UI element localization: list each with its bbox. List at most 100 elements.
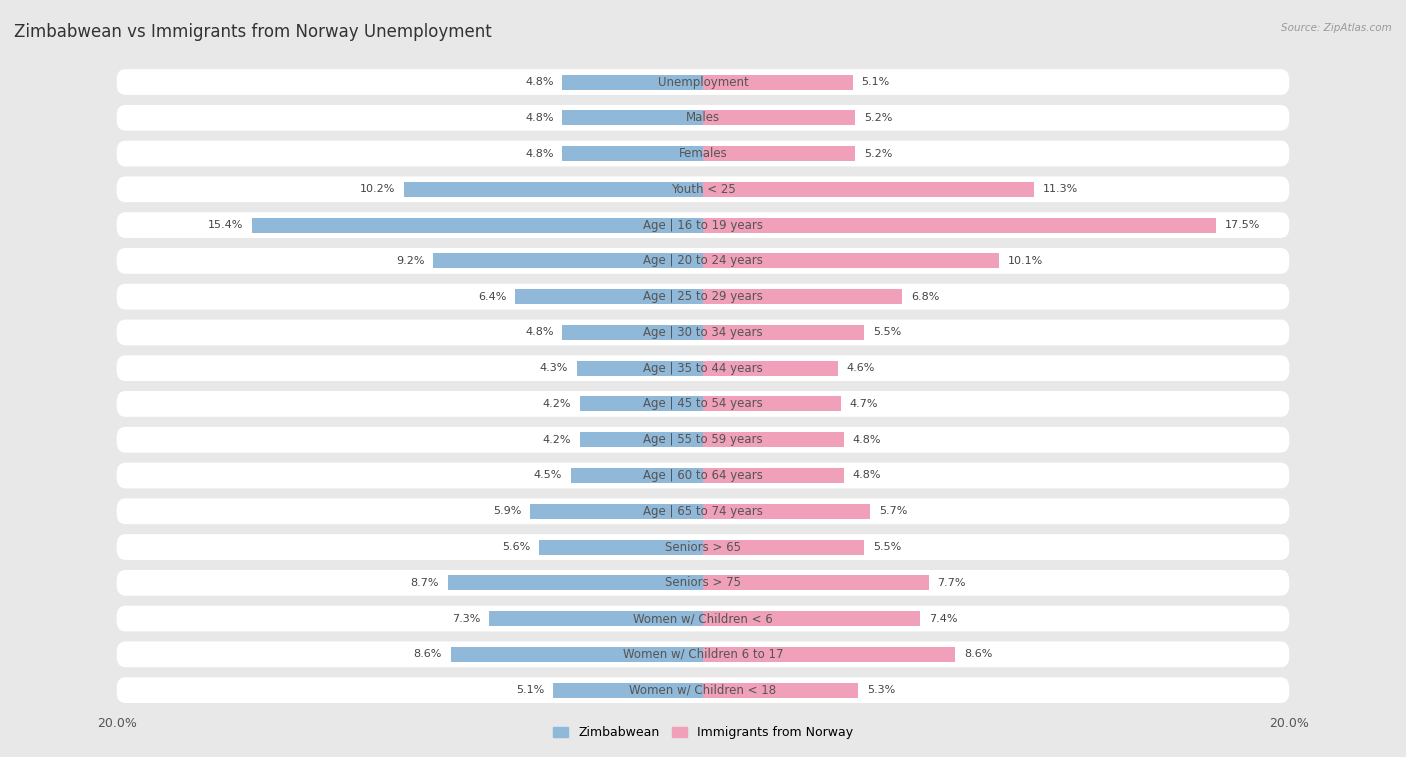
Text: Youth < 25: Youth < 25 bbox=[671, 183, 735, 196]
Text: 5.6%: 5.6% bbox=[502, 542, 530, 552]
Text: 4.8%: 4.8% bbox=[852, 435, 882, 444]
Text: 11.3%: 11.3% bbox=[1043, 185, 1078, 195]
FancyBboxPatch shape bbox=[117, 606, 1289, 631]
Bar bbox=[538, 540, 703, 555]
Text: Age | 45 to 54 years: Age | 45 to 54 years bbox=[643, 397, 763, 410]
Bar bbox=[703, 254, 1000, 269]
Text: Age | 25 to 29 years: Age | 25 to 29 years bbox=[643, 290, 763, 303]
Text: Age | 35 to 44 years: Age | 35 to 44 years bbox=[643, 362, 763, 375]
FancyBboxPatch shape bbox=[117, 319, 1289, 345]
Bar bbox=[451, 646, 703, 662]
Bar bbox=[252, 217, 703, 232]
Text: 4.6%: 4.6% bbox=[846, 363, 875, 373]
FancyBboxPatch shape bbox=[117, 678, 1289, 703]
Text: 5.3%: 5.3% bbox=[868, 685, 896, 695]
Bar bbox=[703, 360, 838, 375]
FancyBboxPatch shape bbox=[117, 391, 1289, 417]
Text: 5.1%: 5.1% bbox=[862, 77, 890, 87]
Text: 6.4%: 6.4% bbox=[478, 291, 506, 301]
Text: 4.8%: 4.8% bbox=[524, 77, 554, 87]
Text: 5.5%: 5.5% bbox=[873, 542, 901, 552]
Bar bbox=[703, 74, 852, 89]
Text: Women w/ Children 6 to 17: Women w/ Children 6 to 17 bbox=[623, 648, 783, 661]
Text: 4.5%: 4.5% bbox=[534, 471, 562, 481]
Text: 5.7%: 5.7% bbox=[879, 506, 907, 516]
FancyBboxPatch shape bbox=[117, 570, 1289, 596]
Bar bbox=[562, 146, 703, 161]
FancyBboxPatch shape bbox=[117, 212, 1289, 238]
FancyBboxPatch shape bbox=[117, 427, 1289, 453]
Text: Age | 60 to 64 years: Age | 60 to 64 years bbox=[643, 469, 763, 482]
Text: Women w/ Children < 18: Women w/ Children < 18 bbox=[630, 684, 776, 696]
Text: Zimbabwean vs Immigrants from Norway Unemployment: Zimbabwean vs Immigrants from Norway Une… bbox=[14, 23, 492, 41]
Bar bbox=[703, 646, 955, 662]
FancyBboxPatch shape bbox=[117, 176, 1289, 202]
Text: 7.4%: 7.4% bbox=[929, 614, 957, 624]
Text: 8.7%: 8.7% bbox=[411, 578, 439, 587]
Bar bbox=[530, 503, 703, 519]
Bar bbox=[703, 325, 865, 340]
Bar bbox=[703, 397, 841, 412]
Bar bbox=[404, 182, 703, 197]
FancyBboxPatch shape bbox=[117, 534, 1289, 560]
FancyBboxPatch shape bbox=[117, 355, 1289, 381]
Text: 8.6%: 8.6% bbox=[965, 650, 993, 659]
Text: 4.8%: 4.8% bbox=[524, 328, 554, 338]
Text: 7.7%: 7.7% bbox=[938, 578, 966, 587]
Text: 5.2%: 5.2% bbox=[865, 113, 893, 123]
Text: 4.2%: 4.2% bbox=[543, 399, 571, 409]
Text: 5.9%: 5.9% bbox=[494, 506, 522, 516]
Text: Seniors > 65: Seniors > 65 bbox=[665, 540, 741, 553]
Bar bbox=[703, 683, 859, 698]
Text: Women w/ Children < 6: Women w/ Children < 6 bbox=[633, 612, 773, 625]
Text: 4.7%: 4.7% bbox=[849, 399, 879, 409]
FancyBboxPatch shape bbox=[117, 248, 1289, 274]
Text: 15.4%: 15.4% bbox=[207, 220, 243, 230]
Text: Unemployment: Unemployment bbox=[658, 76, 748, 89]
Text: 10.2%: 10.2% bbox=[360, 185, 395, 195]
Text: 8.6%: 8.6% bbox=[413, 650, 441, 659]
Bar bbox=[562, 111, 703, 126]
Text: 4.8%: 4.8% bbox=[852, 471, 882, 481]
FancyBboxPatch shape bbox=[117, 141, 1289, 167]
FancyBboxPatch shape bbox=[117, 498, 1289, 524]
Text: Females: Females bbox=[679, 147, 727, 160]
Text: 4.8%: 4.8% bbox=[524, 148, 554, 158]
Bar bbox=[703, 468, 844, 483]
FancyBboxPatch shape bbox=[117, 284, 1289, 310]
Bar bbox=[703, 217, 1216, 232]
Text: 5.2%: 5.2% bbox=[865, 148, 893, 158]
Text: 5.5%: 5.5% bbox=[873, 328, 901, 338]
Bar bbox=[703, 611, 920, 626]
Bar bbox=[562, 74, 703, 89]
Bar bbox=[703, 432, 844, 447]
Bar bbox=[576, 360, 703, 375]
FancyBboxPatch shape bbox=[117, 463, 1289, 488]
Bar bbox=[703, 540, 865, 555]
Bar bbox=[489, 611, 703, 626]
Bar bbox=[703, 182, 1035, 197]
Bar bbox=[703, 146, 855, 161]
Bar bbox=[579, 432, 703, 447]
Bar bbox=[703, 289, 903, 304]
Text: 9.2%: 9.2% bbox=[396, 256, 425, 266]
Text: Source: ZipAtlas.com: Source: ZipAtlas.com bbox=[1281, 23, 1392, 33]
Bar bbox=[579, 397, 703, 412]
Bar bbox=[433, 254, 703, 269]
Text: Age | 20 to 24 years: Age | 20 to 24 years bbox=[643, 254, 763, 267]
Bar bbox=[554, 683, 703, 698]
Text: Age | 55 to 59 years: Age | 55 to 59 years bbox=[643, 433, 763, 446]
Bar bbox=[703, 503, 870, 519]
Bar bbox=[449, 575, 703, 590]
Text: 10.1%: 10.1% bbox=[1008, 256, 1043, 266]
Bar bbox=[562, 325, 703, 340]
Bar bbox=[703, 575, 929, 590]
Bar bbox=[516, 289, 703, 304]
Text: 5.1%: 5.1% bbox=[516, 685, 544, 695]
Text: Males: Males bbox=[686, 111, 720, 124]
Text: 4.3%: 4.3% bbox=[540, 363, 568, 373]
Text: 4.2%: 4.2% bbox=[543, 435, 571, 444]
Text: Age | 30 to 34 years: Age | 30 to 34 years bbox=[643, 326, 763, 339]
Text: Age | 16 to 19 years: Age | 16 to 19 years bbox=[643, 219, 763, 232]
FancyBboxPatch shape bbox=[117, 105, 1289, 131]
